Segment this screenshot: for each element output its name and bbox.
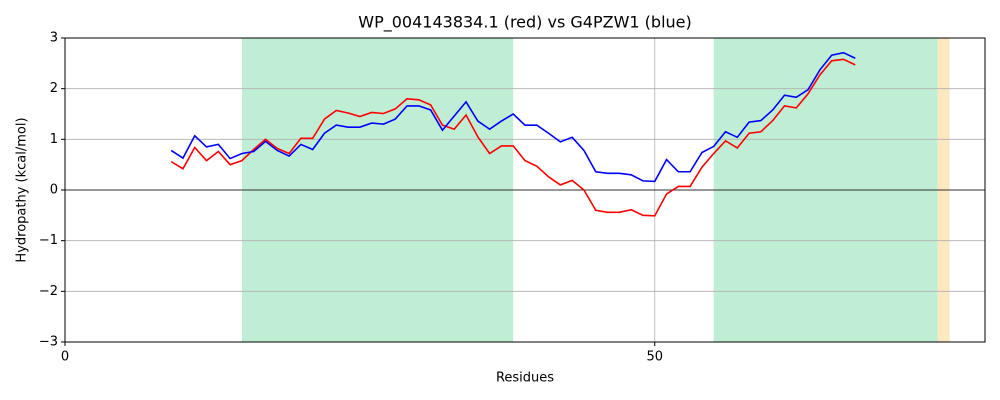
y-tick-label: 2 (50, 81, 58, 96)
line-series (170, 58, 856, 217)
y-tick-label: 1 (50, 132, 58, 147)
plot-frame (64, 37, 986, 343)
y-tick-label: 0 (50, 183, 58, 198)
line-series (170, 51, 856, 183)
y-tick-label: −1 (39, 233, 58, 248)
y-tick-label: −2 (39, 284, 58, 299)
x-tick-label: 50 (646, 350, 663, 365)
y-tick-label: −3 (39, 335, 58, 350)
chart-title: WP_004143834.1 (red) vs G4PZW1 (blue) (358, 13, 691, 33)
x-axis-label: Residues (496, 371, 554, 386)
y-tick-label: 3 (50, 31, 58, 46)
y-axis-label: Hydropathy (kcal/mol) (15, 117, 30, 262)
x-tick-label: 0 (61, 350, 69, 365)
